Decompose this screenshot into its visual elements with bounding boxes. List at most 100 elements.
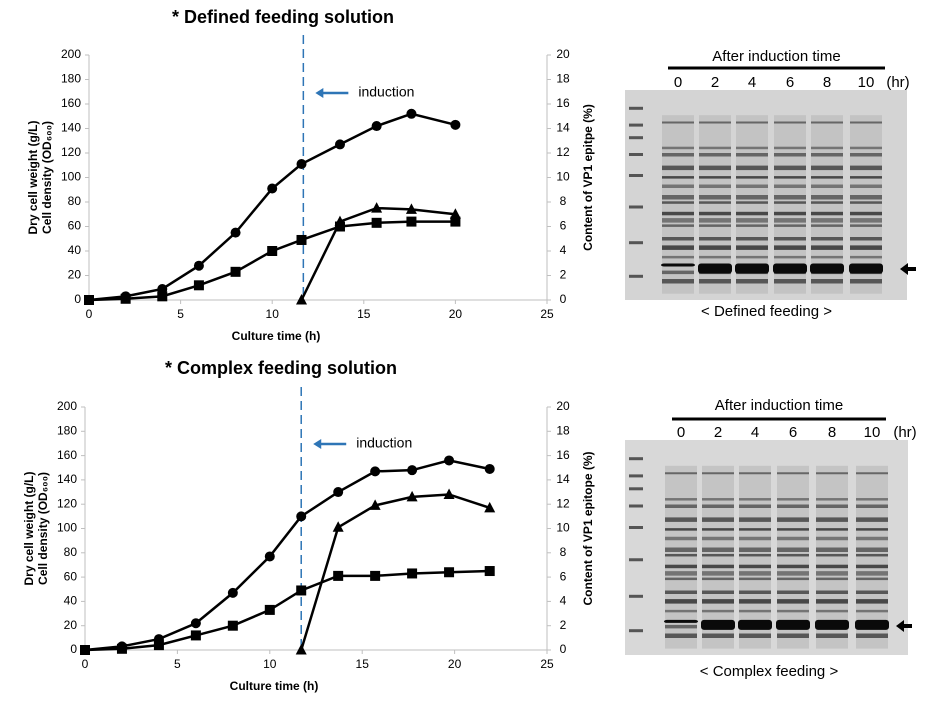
gel-band: [856, 571, 888, 576]
gel-band: [739, 472, 771, 475]
y2-tick-label: 2: [560, 618, 567, 632]
gel-band: [774, 211, 806, 216]
gel-band: [811, 153, 843, 157]
gel-band: [816, 504, 848, 508]
y-tick-label: 180: [61, 72, 81, 86]
x-tick-label: 5: [177, 307, 184, 321]
gel-band: [702, 571, 734, 576]
gel-band: [816, 590, 848, 594]
gel-band: [816, 528, 848, 531]
y-tick-label: 60: [68, 219, 82, 233]
gel-band: [774, 201, 806, 204]
y2-tick-label: 18: [556, 423, 570, 437]
gel-band: [739, 599, 771, 604]
y-tick-label: 40: [68, 243, 82, 257]
gel-band: [856, 536, 888, 541]
gel-band: [665, 599, 697, 604]
marker: [484, 566, 495, 577]
gel-band: [665, 624, 697, 629]
marker: [405, 203, 417, 214]
gel-band: [699, 153, 731, 157]
gel-band: [850, 211, 882, 216]
gel-band: [777, 590, 809, 594]
gel-lane-label: 0: [677, 424, 685, 441]
marker: [449, 208, 461, 219]
y2-tick-label: 0: [560, 292, 567, 306]
gel-band: [816, 564, 848, 569]
gel-caption: < Defined feeding >: [701, 303, 832, 320]
gel-band: [665, 564, 697, 569]
marker: [444, 455, 455, 466]
gel-band: [699, 195, 731, 200]
y-tick-label: 120: [57, 496, 77, 510]
marker: [230, 266, 241, 277]
gel-band: [702, 590, 734, 594]
marker: [370, 570, 381, 581]
gel-band: [736, 146, 768, 150]
gel-band: [736, 279, 768, 284]
marker: [371, 217, 382, 228]
gel-band: [774, 146, 806, 150]
x-tick-label: 25: [540, 307, 554, 321]
x-tick-label: 0: [86, 307, 93, 321]
gel-band: [699, 165, 731, 171]
gel-band: [816, 536, 848, 541]
marker: [450, 119, 461, 130]
gel-band: [739, 504, 771, 508]
gel-band: [739, 528, 771, 531]
gel-band: [739, 547, 771, 552]
y2-tick-label: 20: [556, 399, 570, 413]
gel-header: After induction time: [715, 397, 843, 414]
gel-target-band: [855, 619, 889, 630]
gel-band: [856, 609, 888, 613]
gel-band: [702, 564, 734, 569]
y2-tick-label: 16: [556, 448, 570, 462]
gel-lane-label: 0: [674, 74, 682, 91]
gel-band: [856, 517, 888, 522]
y2-tick-label: 18: [556, 72, 570, 86]
marker: [264, 604, 275, 615]
gel-unit: (hr): [893, 424, 916, 441]
y-tick-label: 40: [64, 594, 78, 608]
chart-title: * Defined feeding solution: [172, 7, 394, 27]
gel-band: [850, 184, 882, 188]
y2-tick-label: 6: [560, 569, 567, 583]
gel-band: [739, 517, 771, 522]
gel-band: [665, 547, 697, 552]
y-tick-label: 80: [64, 545, 78, 559]
gel-band: [856, 553, 888, 557]
gel-band: [850, 176, 882, 179]
gel-band: [850, 201, 882, 204]
gel-band: [777, 571, 809, 576]
gel-band: [662, 255, 694, 259]
gel-band: [699, 184, 731, 188]
gel-ladder-band: [629, 504, 643, 508]
gel-band: [665, 504, 697, 508]
gel-band: [662, 121, 694, 124]
gel-band: [699, 121, 731, 124]
x-tick-label: 10: [263, 657, 277, 671]
gel-lane-label: 6: [786, 74, 794, 91]
y-tick-label: 200: [61, 47, 81, 61]
y2-tick-label: 10: [556, 170, 570, 184]
gel-ladder-band: [629, 594, 643, 598]
y-tick-label: 20: [68, 268, 82, 282]
gel-band: [739, 564, 771, 569]
gel-band: [739, 498, 771, 501]
marker: [296, 234, 307, 245]
gel-band: [774, 184, 806, 188]
gel-target-band: [698, 263, 732, 274]
annotation: induction: [356, 435, 412, 451]
gel-lane-label: 2: [714, 424, 722, 441]
gel-ladder-band: [629, 487, 643, 491]
y-tick-label: 180: [57, 423, 77, 437]
y2-tick-label: 14: [556, 121, 570, 135]
gel-band: [699, 211, 731, 216]
gel-target-band: [815, 619, 849, 630]
gel-target-band: [738, 619, 772, 630]
gel-band: [811, 245, 843, 250]
gel-band: [736, 245, 768, 250]
series-line: [84, 569, 490, 652]
gel-band: [774, 237, 806, 241]
gel-lane-label: 8: [828, 424, 836, 441]
